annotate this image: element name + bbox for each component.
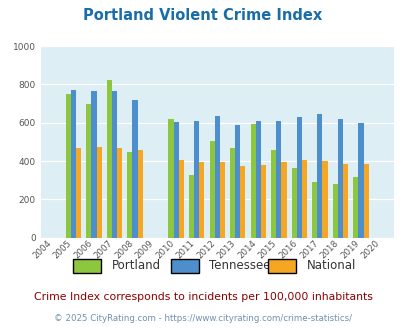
Bar [296, 117, 301, 238]
Bar [219, 162, 224, 238]
Bar [112, 91, 117, 238]
Bar [96, 147, 101, 238]
Bar [332, 184, 337, 238]
Text: Portland: Portland [111, 259, 160, 272]
Bar [117, 148, 122, 238]
Bar [311, 182, 317, 238]
Bar [230, 148, 234, 238]
Bar [362, 164, 368, 238]
Bar [234, 125, 240, 238]
Bar [255, 121, 260, 238]
Bar [291, 168, 296, 238]
Bar [76, 148, 81, 238]
Bar [66, 94, 71, 238]
Bar [107, 80, 112, 238]
Bar [275, 121, 281, 238]
Bar [127, 152, 132, 238]
Bar [137, 149, 143, 238]
Bar [194, 121, 199, 238]
Bar [317, 114, 322, 238]
Bar [301, 160, 306, 238]
Bar [352, 177, 358, 238]
Bar [178, 160, 183, 238]
Bar [271, 149, 275, 238]
Bar [199, 162, 204, 238]
Bar [260, 165, 265, 238]
Bar [209, 141, 214, 238]
Bar [250, 124, 255, 238]
Bar [281, 162, 286, 238]
Bar [86, 104, 91, 238]
Text: Crime Index corresponds to incidents per 100,000 inhabitants: Crime Index corresponds to incidents per… [34, 292, 371, 302]
Text: © 2025 CityRating.com - https://www.cityrating.com/crime-statistics/: © 2025 CityRating.com - https://www.city… [54, 314, 351, 323]
Bar [91, 91, 96, 238]
Bar [214, 116, 219, 238]
Bar [132, 100, 137, 238]
Bar [168, 119, 173, 238]
Bar [71, 90, 76, 238]
Text: Tennessee: Tennessee [209, 259, 270, 272]
Bar [173, 122, 178, 238]
Text: Portland Violent Crime Index: Portland Violent Crime Index [83, 8, 322, 23]
Bar [240, 166, 245, 238]
Bar [358, 123, 362, 238]
Bar [342, 164, 347, 238]
Text: National: National [306, 259, 355, 272]
Bar [337, 119, 342, 238]
Bar [188, 176, 194, 238]
Bar [322, 161, 327, 238]
